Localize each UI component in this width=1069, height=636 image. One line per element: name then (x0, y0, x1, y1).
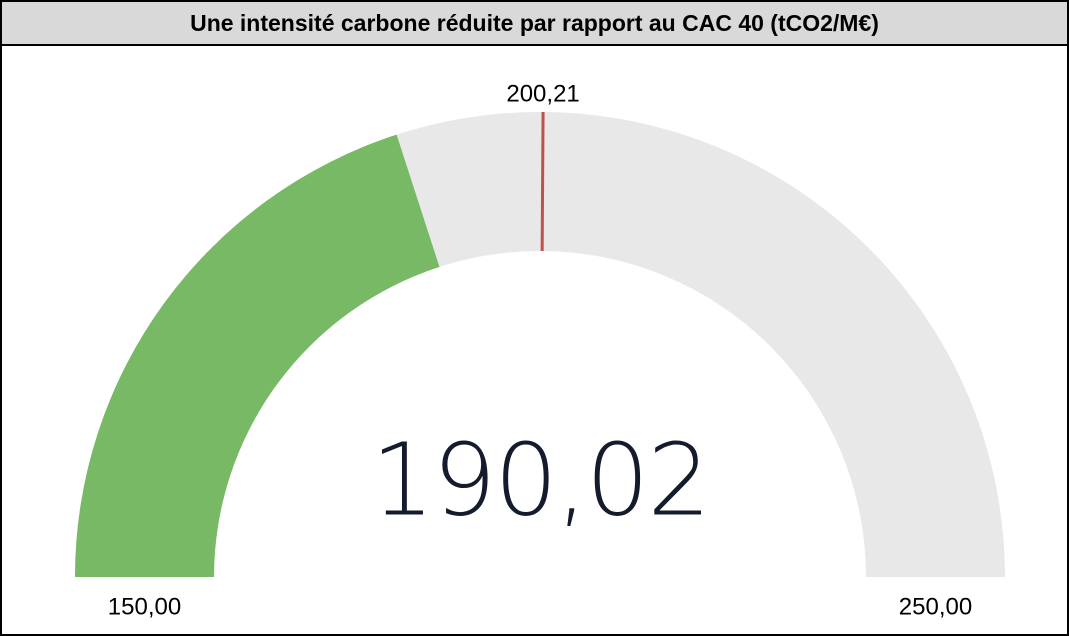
target-label: 200,21 (506, 80, 579, 107)
target-line (540, 112, 545, 252)
chart-title: Une intensité carbone réduite par rappor… (2, 2, 1067, 46)
gauge-value-label: 190,02 (371, 421, 709, 538)
gauge-end-label: 250,00 (899, 593, 972, 620)
gauge-value-arc (75, 134, 440, 577)
gauge-end-label: 150,00 (108, 593, 181, 620)
